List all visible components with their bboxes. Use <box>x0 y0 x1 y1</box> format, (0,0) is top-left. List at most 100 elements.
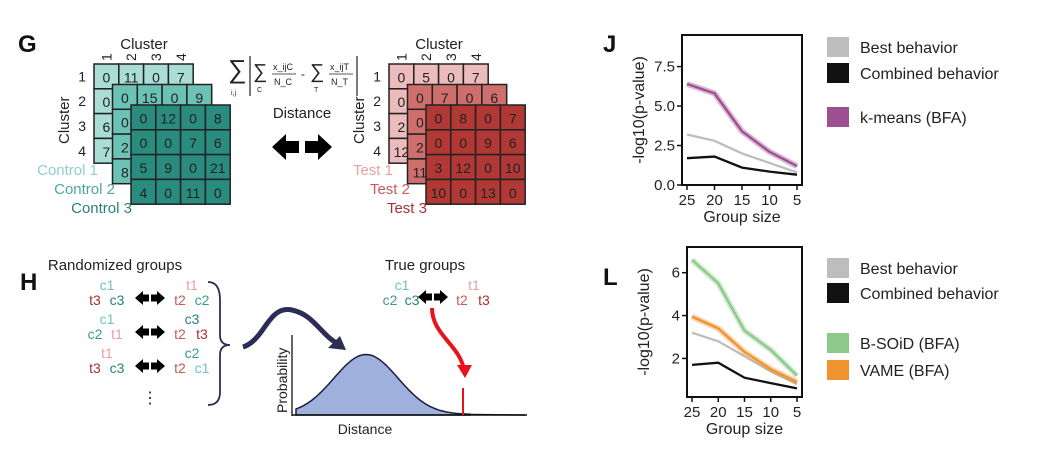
series-line-vame-bfa- <box>691 315 798 384</box>
matrix-cell <box>474 153 502 181</box>
matrix-cell <box>179 153 207 181</box>
sum-index-ij: i,j <box>231 90 237 97</box>
legend-swatch <box>827 107 849 127</box>
cell-value: 0 <box>189 160 197 176</box>
group-label: t3 <box>89 292 101 308</box>
cell-value: 8 <box>214 110 222 126</box>
control-cluster-row-label: Cluster <box>56 96 73 144</box>
x-tick-label: 10 <box>761 192 778 209</box>
y-tick-label: 4 <box>672 308 680 325</box>
cell-value: 6 <box>490 90 498 106</box>
randomized-groups-title: Randomized groups <box>48 257 182 274</box>
test-label-2: Test 2 <box>370 181 410 198</box>
group-label: t2 <box>174 326 186 342</box>
series-line-k-means-bfa- <box>686 82 798 168</box>
cell-value: 0 <box>447 69 455 85</box>
legend-label: Best behavior <box>860 40 959 57</box>
y-tick-label: 7.5 <box>654 59 675 76</box>
control-cluster-col-label: Cluster <box>120 36 168 53</box>
null-distribution <box>295 353 471 416</box>
cell-value: 6 <box>103 119 111 135</box>
distribution-tail <box>469 413 526 416</box>
matrix-cell <box>204 104 231 131</box>
series-line-best-behavior <box>691 331 798 386</box>
cell-value: 0 <box>164 185 172 201</box>
chart-J: 0.0 2.5 5.0 7.5 25 20 15 10 5 Group size -log10(p-… <box>631 34 999 226</box>
y-axis-label: -log10(p-value) <box>631 56 648 164</box>
cell-value: 5 <box>140 160 148 176</box>
curved-arrow <box>241 307 342 350</box>
x-axis-label: Group size <box>706 421 783 438</box>
sum-symbol-t: ∑ <box>310 61 324 83</box>
cell-value: 0 <box>416 90 424 106</box>
double-arrow-icon <box>135 291 165 305</box>
group-label: t2 <box>174 360 186 376</box>
cell-value: 11 <box>124 69 139 85</box>
group-label: c2 <box>383 292 398 308</box>
legend-label: B-SOiD (BFA) <box>860 336 960 353</box>
legend-swatch <box>827 283 849 303</box>
cell-value: 0 <box>189 110 197 126</box>
test-row-index: 3 <box>373 118 381 134</box>
cell-value: 7 <box>189 135 197 151</box>
x-tick-label: 5 <box>793 404 801 421</box>
cell-value: 0 <box>121 115 129 131</box>
denominator-t: N_T <box>331 77 349 87</box>
double-arrow-icon <box>135 325 165 339</box>
control-label-3: Control 3 <box>71 200 132 217</box>
cell-value: 0 <box>484 110 492 126</box>
cell-value: 0 <box>509 185 517 201</box>
legend-swatch <box>827 333 849 353</box>
test-row-index: 4 <box>373 143 381 159</box>
distance-label: Distance <box>273 105 331 122</box>
cell-value: 7 <box>472 69 480 85</box>
legend-label: VAME (BFA) <box>860 363 950 380</box>
cell-value: 7 <box>103 144 111 160</box>
cell-value: 0 <box>459 135 467 151</box>
cell-value: 9 <box>164 160 172 176</box>
panel-label-l: L <box>603 264 618 291</box>
cell-value: 0 <box>140 110 148 126</box>
y-tick-label: 0.0 <box>654 177 675 194</box>
test-col-index: 2 <box>418 53 434 61</box>
group-label: c1 <box>100 277 115 293</box>
x-tick-label: 25 <box>679 192 696 209</box>
matrix-cell <box>130 104 157 131</box>
y-tick-label: 6 <box>672 265 680 282</box>
control-row-index: 3 <box>78 118 86 134</box>
cell-value: 0 <box>214 185 222 201</box>
group-label: c3 <box>405 292 420 308</box>
control-label-1: Control 1 <box>37 162 98 179</box>
cell-value: 2 <box>398 119 406 135</box>
sum-symbol: ∑ <box>228 54 247 84</box>
group-label: t3 <box>196 326 208 342</box>
null-distribution-plot: Probability Distance <box>274 335 527 437</box>
ellipsis: ⋮ <box>142 390 158 407</box>
cell-value: 2 <box>121 140 129 156</box>
cell-value: 12 <box>455 160 471 176</box>
legend-swatch <box>827 258 849 278</box>
test-label-1: Test 1 <box>353 162 393 179</box>
cell-value: 3 <box>435 160 443 176</box>
legend-swatch <box>827 63 849 83</box>
x-tick-label: 10 <box>762 404 779 421</box>
x-tick-label: 20 <box>710 404 727 421</box>
cell-value: 0 <box>140 135 148 151</box>
distance-formula: ∑ i,j ∑ C x_ijC N_C - ∑ T x_ijT N_T <box>228 54 358 97</box>
cell-value: 6 <box>214 135 222 151</box>
matrix-cell <box>130 178 157 205</box>
x-tick-label: 15 <box>734 192 751 209</box>
cell-value: 0 <box>466 90 474 106</box>
minus-sign: - <box>301 67 305 81</box>
control-label-2: Control 2 <box>54 181 115 198</box>
matrix-cell <box>499 129 526 156</box>
group-label: c2 <box>195 292 210 308</box>
cell-value: 0 <box>152 69 160 85</box>
